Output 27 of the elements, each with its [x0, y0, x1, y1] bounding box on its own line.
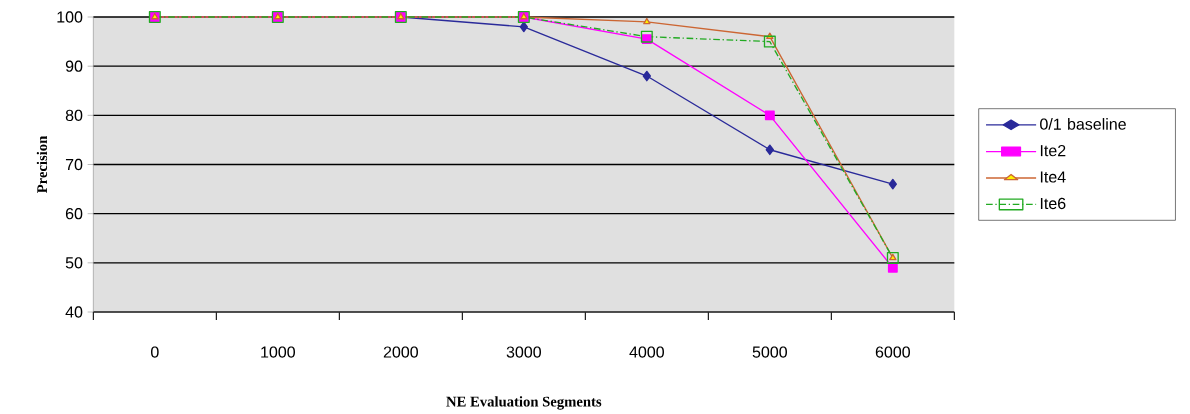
- x-tick-label: 2000: [383, 346, 418, 358]
- legend-label: Ite6: [1040, 197, 1066, 210]
- point: [643, 17, 651, 25]
- x-tick-label: 1000: [261, 346, 295, 358]
- y-axis-title: Precision: [36, 135, 48, 194]
- point: [765, 144, 774, 156]
- y-tick-label: 60: [65, 207, 83, 220]
- x-tick-label: 3000: [506, 346, 541, 358]
- y-tick-label: 50: [65, 257, 83, 269]
- legend-label: Ite4: [1040, 171, 1066, 183]
- y-tick-label: 70: [65, 158, 83, 171]
- legend-label: Ite2: [1040, 144, 1066, 157]
- x-tick-label: 6000: [875, 346, 910, 358]
- x-tick-label: 4000: [629, 346, 664, 358]
- legend-label: 0/1 baseline: [1040, 118, 1126, 130]
- x-tick-label: 5000: [752, 346, 787, 358]
- y-tick-label: 40: [65, 306, 83, 318]
- y-tick-label: 80: [65, 109, 83, 121]
- point: [764, 110, 775, 121]
- point: [888, 178, 897, 190]
- x-tick-label: 0: [151, 346, 159, 358]
- point: [642, 70, 651, 82]
- y-tick-label: 90: [65, 60, 83, 72]
- point: [640, 30, 653, 43]
- y-tick-label: 100: [57, 11, 83, 23]
- point: [763, 35, 776, 48]
- x-axis-title: NE Evaluation Segments: [446, 396, 602, 410]
